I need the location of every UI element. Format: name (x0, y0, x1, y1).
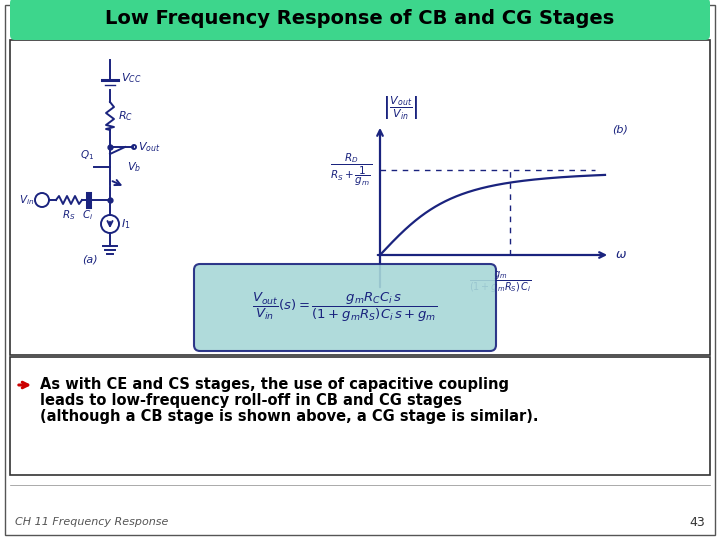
Text: $V_{out}$: $V_{out}$ (138, 140, 161, 154)
Text: $V_{in}$: $V_{in}$ (19, 193, 34, 207)
Text: $Q_1$: $Q_1$ (80, 148, 94, 162)
Text: $V_{CC}$: $V_{CC}$ (121, 71, 141, 85)
Text: 43: 43 (689, 516, 705, 529)
Text: (a): (a) (82, 254, 98, 264)
Text: (b): (b) (612, 124, 628, 134)
Text: As with CE and CS stages, the use of capacitive coupling: As with CE and CS stages, the use of cap… (40, 377, 509, 393)
Text: CH 11 Frequency Response: CH 11 Frequency Response (15, 517, 168, 527)
FancyBboxPatch shape (194, 264, 496, 351)
Text: $C_i$: $C_i$ (82, 208, 94, 222)
FancyBboxPatch shape (10, 357, 710, 475)
Text: $\dfrac{g_m}{(1+g_m R_S)\,C_i}$: $\dfrac{g_m}{(1+g_m R_S)\,C_i}$ (469, 270, 531, 295)
Text: $\omega$: $\omega$ (615, 248, 627, 261)
FancyBboxPatch shape (5, 5, 715, 535)
Text: $I_1$: $I_1$ (121, 217, 130, 231)
Text: $R_C$: $R_C$ (118, 109, 133, 123)
Text: (although a CB stage is shown above, a CG stage is similar).: (although a CB stage is shown above, a C… (40, 409, 539, 424)
Text: $V_b$: $V_b$ (127, 160, 141, 174)
Text: $R_S$: $R_S$ (62, 208, 76, 222)
Text: $\left|\dfrac{V_{out}}{V_{in}}\right|$: $\left|\dfrac{V_{out}}{V_{in}}\right|$ (382, 95, 419, 122)
FancyBboxPatch shape (10, 0, 710, 40)
FancyBboxPatch shape (10, 40, 710, 355)
Text: leads to low-frequency roll-off in CB and CG stages: leads to low-frequency roll-off in CB an… (40, 394, 462, 408)
Text: Low Frequency Response of CB and CG Stages: Low Frequency Response of CB and CG Stag… (105, 10, 615, 29)
Text: $\dfrac{R_D}{R_S+\dfrac{1}{g_m}}$: $\dfrac{R_D}{R_S+\dfrac{1}{g_m}}$ (330, 152, 372, 188)
Text: $\dfrac{V_{out}}{V_{in}}(s)=\dfrac{g_m R_C C_i\, s}{(1+g_m R_S)C_i\, s + g_m}$: $\dfrac{V_{out}}{V_{in}}(s)=\dfrac{g_m R… (252, 291, 438, 324)
